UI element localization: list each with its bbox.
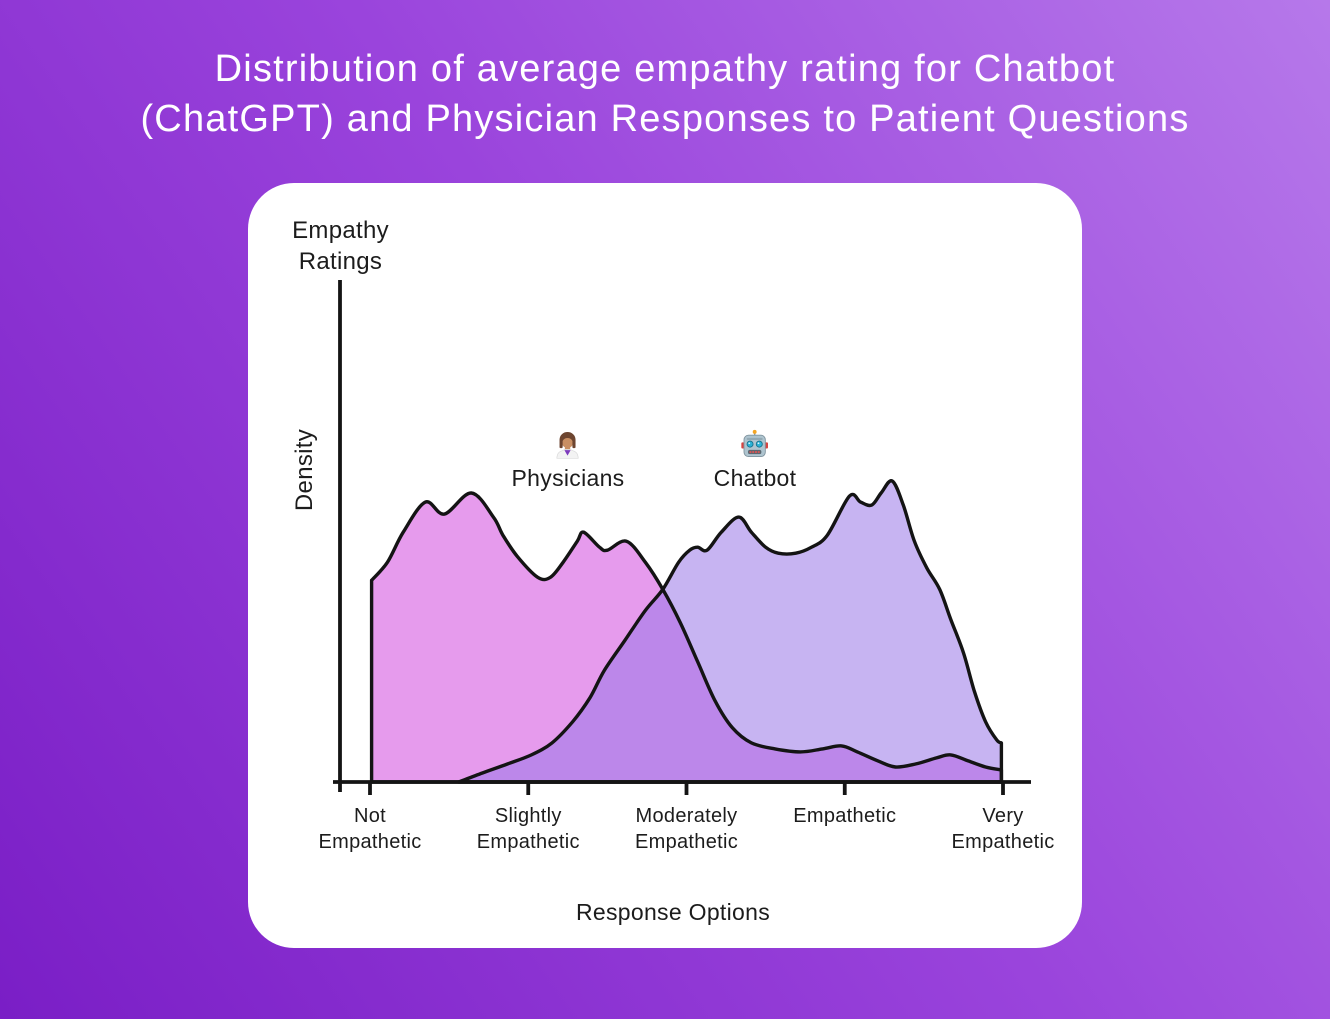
x-axis-tick-label: Moderately Empathetic — [634, 805, 739, 853]
density-axis-label: Density — [291, 428, 318, 512]
chatbot-curve-outline — [456, 479, 1004, 784]
x-axis-ticks — [368, 782, 1005, 795]
robot-emoji — [741, 429, 769, 457]
x-axis-title: Response Options — [575, 899, 771, 925]
chart-card: Empathy Ratings Density Response Options… — [248, 183, 1082, 948]
legend-label-physicians: Physicians — [511, 465, 625, 491]
page-title: Distribution of average empathy rating f… — [0, 44, 1330, 144]
chatbot-distribution-area — [458, 480, 1002, 782]
legend-label-chatbot: Chatbot — [713, 465, 797, 491]
y-axis-title: Empathy Ratings — [292, 217, 389, 275]
page-title-line-1: Distribution of average empathy rating f… — [214, 48, 1116, 90]
density-plot — [333, 280, 1031, 795]
x-axis-tick-label: Not Empathetic — [318, 805, 422, 853]
legend-item-chatbot: Chatbot — [714, 429, 797, 492]
legend-item-physicians: Physicians — [512, 429, 625, 492]
x-axis-tick-label: Very Empathetic — [951, 805, 1055, 853]
page-title-line-2: (ChatGPT) and Physician Responses to Pat… — [140, 98, 1190, 140]
woman-health-worker-emoji — [557, 432, 579, 459]
x-axis-tick-label: Empathetic — [793, 805, 897, 827]
x-axis-tick-label: Slightly Empathetic — [476, 805, 580, 853]
